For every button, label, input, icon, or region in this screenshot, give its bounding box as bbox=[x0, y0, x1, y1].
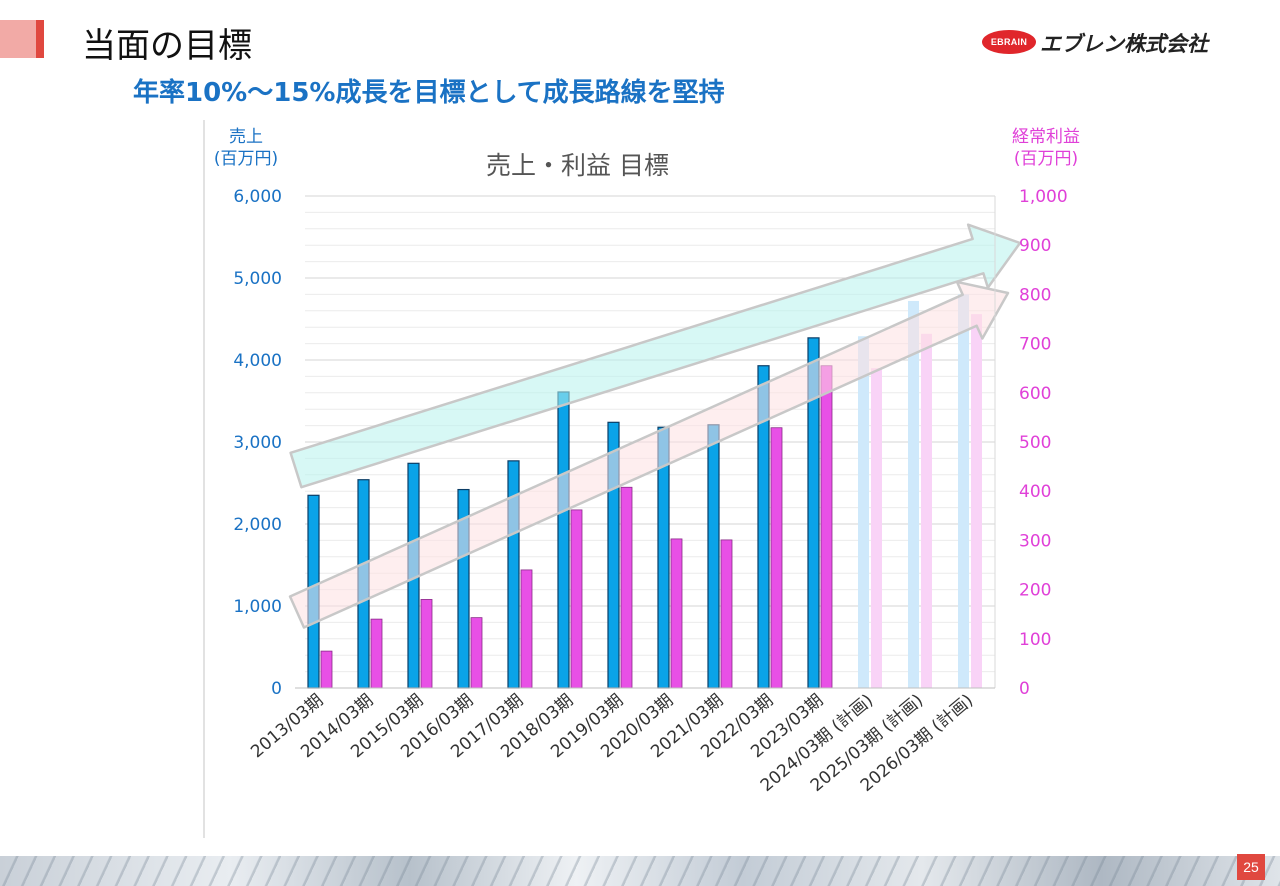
right-axis-title-line2: (百万円) bbox=[1013, 149, 1079, 169]
right-tick-label: 800 bbox=[1019, 285, 1051, 305]
right-axis-title: 経常利益 (百万円) bbox=[994, 126, 1098, 170]
chart-title: 売上・利益 目標 bbox=[486, 151, 669, 180]
sales-bar bbox=[557, 391, 570, 689]
page-number: 25 bbox=[1237, 854, 1265, 880]
right-tick-label: 1,000 bbox=[1019, 187, 1068, 207]
right-tick-label: 600 bbox=[1019, 384, 1051, 404]
right-tick-label: 300 bbox=[1019, 531, 1051, 551]
sales-bar bbox=[858, 336, 869, 688]
right-tick-label: 900 bbox=[1019, 236, 1051, 256]
profit-bar bbox=[620, 486, 633, 689]
profit-bar bbox=[520, 569, 533, 689]
footer-pattern bbox=[0, 856, 1280, 886]
profit-bar bbox=[871, 368, 882, 688]
footer-banner bbox=[0, 856, 1280, 886]
left-tick-label: 2,000 bbox=[233, 515, 282, 535]
sales-bar bbox=[707, 424, 720, 689]
title-accent-bar bbox=[0, 20, 44, 58]
profit-bar bbox=[370, 618, 383, 689]
title-accent-dark bbox=[36, 20, 44, 58]
profit-trend-arrow bbox=[288, 280, 1010, 629]
left-axis-title: 売上 (百万円) bbox=[203, 126, 289, 170]
profit-bar bbox=[720, 539, 733, 689]
logo-company-name: エブレン株式会社 bbox=[1040, 32, 1208, 56]
profit-bar bbox=[770, 427, 783, 689]
profit-bar bbox=[420, 599, 433, 689]
left-tick-label: 0 bbox=[271, 679, 282, 699]
left-axis-title-line1: 売上 bbox=[229, 127, 263, 147]
right-tick-label: 400 bbox=[1019, 482, 1051, 502]
company-logo: EBRAIN エブレン株式会社 bbox=[982, 28, 1240, 58]
left-tick-label: 4,000 bbox=[233, 351, 282, 371]
profit-bar bbox=[820, 365, 833, 689]
right-tick-label: 100 bbox=[1019, 630, 1051, 650]
profit-bar bbox=[320, 650, 333, 689]
page-subtitle: 年率10%〜15%成長を目標として成長路線を堅持 bbox=[133, 78, 725, 108]
profit-bar bbox=[921, 333, 932, 688]
page-title: 当面の目標 bbox=[82, 26, 252, 66]
profit-bar bbox=[670, 538, 683, 689]
sales-bar bbox=[908, 300, 919, 688]
profit-bar bbox=[570, 509, 583, 689]
right-tick-label: 200 bbox=[1019, 581, 1051, 601]
sales-profit-chart: 0 1,000 2,000 3,000 4,000 5,000 6,000 0 100 200 30… bbox=[203, 120, 1068, 838]
right-axis-title-line1: 経常利益 bbox=[1012, 127, 1080, 147]
right-tick-label: 500 bbox=[1019, 433, 1051, 453]
profit-bar bbox=[470, 617, 483, 689]
left-tick-label: 5,000 bbox=[233, 269, 282, 289]
profit-bar bbox=[971, 314, 982, 688]
right-tick-label: 700 bbox=[1019, 335, 1051, 355]
left-axis-title-line2: (百万円) bbox=[213, 149, 279, 169]
sales-bar bbox=[958, 294, 969, 688]
right-tick-label: 0 bbox=[1019, 679, 1030, 699]
logo-emblem: EBRAIN bbox=[982, 30, 1036, 54]
sales-trend-arrow bbox=[289, 223, 1022, 489]
left-tick-label: 3,000 bbox=[233, 433, 282, 453]
left-tick-label: 6,000 bbox=[233, 187, 282, 207]
left-tick-label: 1,000 bbox=[233, 597, 282, 617]
title-accent-light bbox=[0, 20, 36, 58]
